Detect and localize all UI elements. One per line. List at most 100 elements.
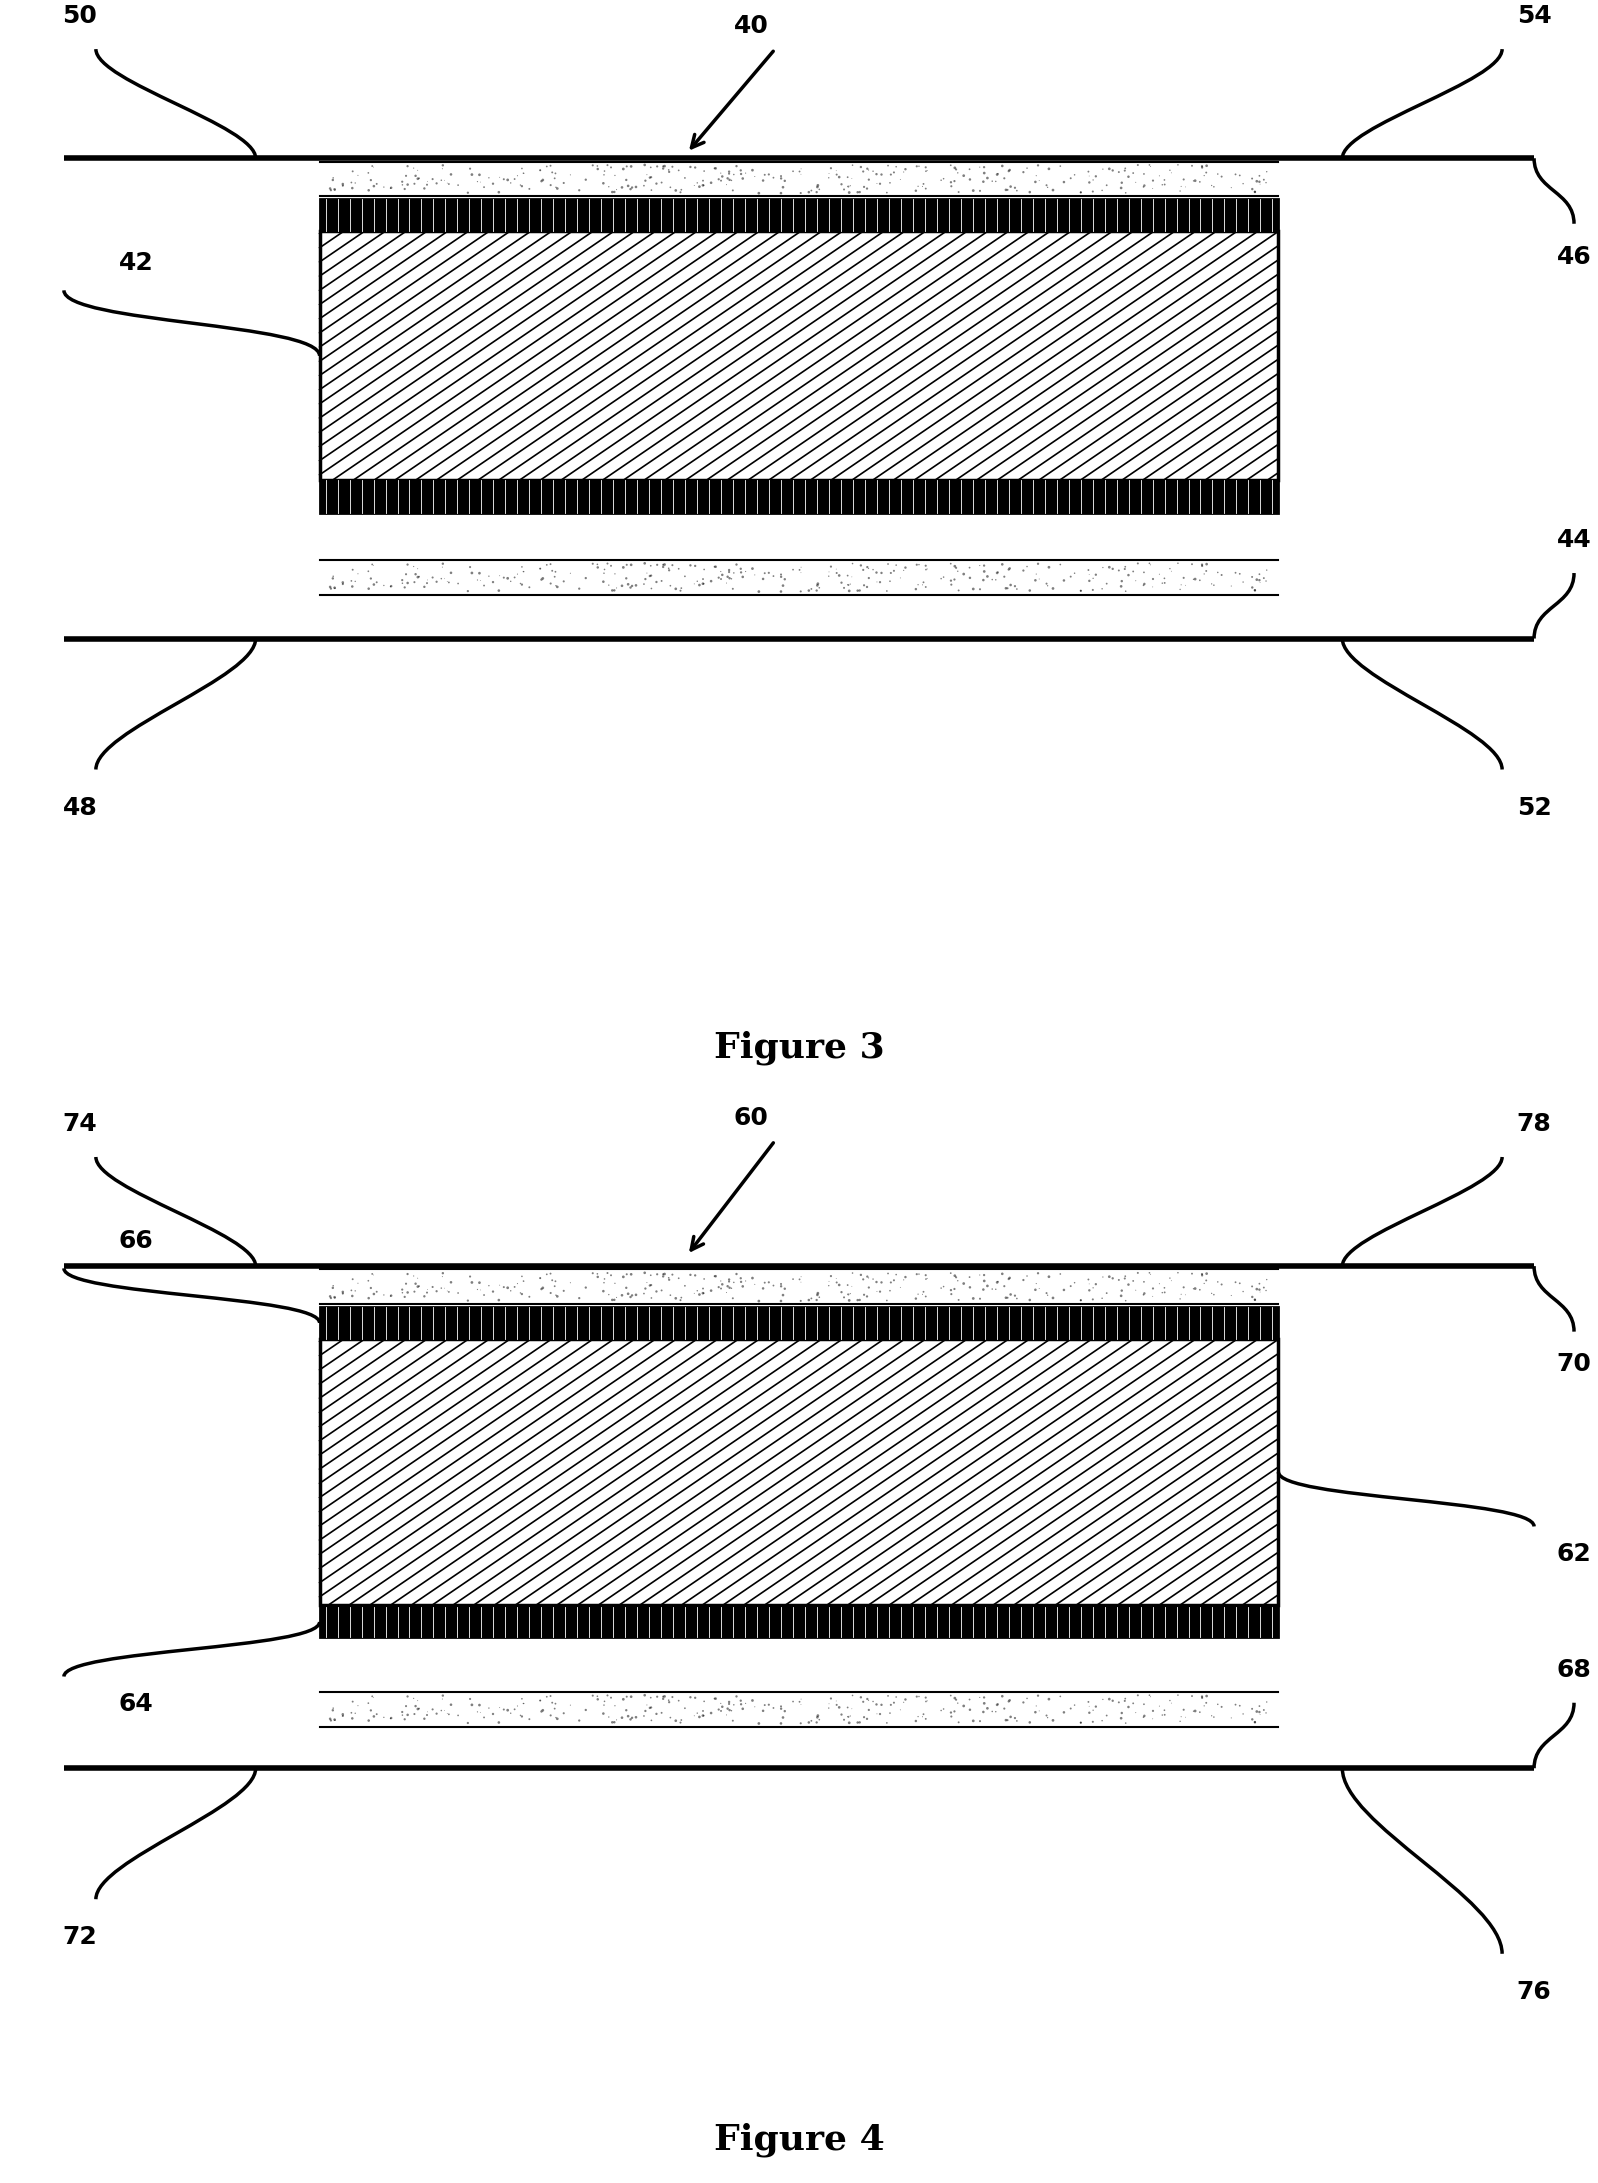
Point — [721, 1687, 746, 1722]
Point — [1230, 565, 1256, 600]
Point — [601, 1705, 626, 1740]
Point — [430, 1679, 455, 1714]
Point — [657, 552, 682, 587]
Point — [868, 1696, 893, 1731]
Point — [1194, 1685, 1219, 1720]
Point — [527, 550, 553, 585]
Point — [596, 568, 622, 603]
Point — [459, 554, 484, 589]
Point — [967, 1281, 992, 1316]
Point — [331, 568, 356, 603]
Point — [944, 155, 970, 190]
Point — [468, 1694, 494, 1729]
Point — [1246, 1266, 1272, 1301]
Point — [471, 1701, 497, 1735]
Point — [1157, 153, 1183, 188]
Point — [655, 153, 681, 188]
Point — [1096, 550, 1122, 585]
Point — [852, 1701, 877, 1735]
Point — [788, 175, 813, 210]
Point — [944, 554, 970, 589]
Point — [404, 162, 430, 196]
Point — [361, 168, 387, 203]
Point — [610, 151, 636, 186]
Point — [1198, 168, 1224, 203]
Point — [796, 1705, 821, 1740]
Point — [769, 574, 794, 609]
Point — [1015, 151, 1040, 186]
Point — [1194, 1255, 1219, 1290]
Bar — [320, 480, 1278, 513]
Point — [543, 568, 569, 603]
Point — [666, 1683, 692, 1718]
Point — [997, 153, 1023, 188]
Point — [837, 568, 863, 603]
Point — [1157, 550, 1183, 585]
Point — [1090, 151, 1115, 186]
Point — [708, 1271, 733, 1305]
Point — [1227, 1687, 1253, 1722]
Point — [371, 170, 396, 205]
Point — [989, 548, 1015, 583]
Point — [692, 552, 718, 587]
Point — [1147, 557, 1173, 592]
Point — [996, 552, 1021, 587]
Point — [1015, 1681, 1040, 1716]
Point — [681, 1698, 706, 1733]
Point — [972, 1685, 997, 1720]
Point — [585, 1681, 610, 1716]
Point — [1040, 1703, 1066, 1738]
Point — [468, 164, 494, 199]
Point — [609, 568, 634, 603]
Point — [884, 1679, 909, 1714]
Point — [970, 563, 996, 598]
Text: 48: 48 — [62, 797, 97, 819]
Point — [984, 1687, 1010, 1722]
Point — [1187, 1694, 1213, 1729]
Point — [618, 1257, 644, 1292]
Point — [960, 1703, 986, 1738]
Point — [371, 568, 396, 603]
Point — [614, 1692, 639, 1727]
Point — [836, 568, 861, 603]
Point — [345, 1266, 371, 1301]
Point — [1077, 159, 1103, 194]
Point — [623, 568, 649, 603]
Point — [841, 1255, 866, 1290]
Point — [741, 1690, 767, 1725]
Point — [511, 1264, 537, 1299]
Point — [620, 1277, 646, 1312]
Point — [1159, 1685, 1184, 1720]
Point — [1036, 1277, 1061, 1312]
Point — [1125, 546, 1151, 581]
Point — [1080, 572, 1106, 607]
Point — [1219, 568, 1245, 603]
Point — [1075, 155, 1101, 190]
Point — [364, 1696, 390, 1731]
Point — [721, 157, 746, 192]
Point — [989, 1679, 1015, 1714]
Point — [984, 1687, 1010, 1722]
Bar — [320, 1340, 1278, 1605]
Point — [1067, 1705, 1093, 1740]
Point — [414, 168, 439, 203]
Text: Figure 3: Figure 3 — [714, 1030, 884, 1065]
Point — [1123, 166, 1149, 201]
Point — [703, 1681, 729, 1716]
Point — [714, 1268, 740, 1303]
Point — [903, 572, 928, 607]
Point — [972, 155, 997, 190]
Point — [884, 1257, 909, 1292]
Point — [807, 1279, 833, 1314]
Point — [529, 1273, 555, 1308]
Point — [893, 153, 919, 188]
Point — [1167, 175, 1192, 210]
Point — [1061, 1266, 1087, 1301]
Point — [620, 170, 646, 205]
Point — [542, 1268, 567, 1303]
Point — [446, 1698, 471, 1733]
Point — [1010, 1685, 1036, 1720]
Point — [687, 170, 713, 205]
Point — [323, 1703, 348, 1738]
Point — [906, 1277, 932, 1312]
